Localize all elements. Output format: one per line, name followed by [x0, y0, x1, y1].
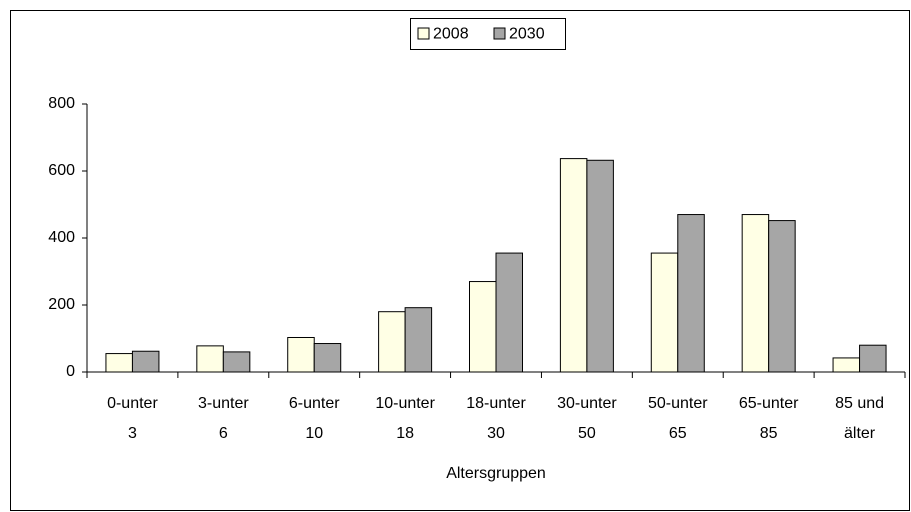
- x-tick-label-line: 50: [578, 425, 596, 442]
- bar: [741, 214, 770, 373]
- x-axis-title: Altersgruppen: [446, 465, 546, 482]
- x-tick-label-line: älter: [844, 425, 876, 442]
- x-tick-label: 10-unter 18: [375, 395, 435, 442]
- y-tick-label: 0: [66, 363, 75, 380]
- x-tick-label-line: 18: [396, 425, 414, 442]
- x-tick-label-line: 18-unter: [466, 395, 526, 412]
- legend-swatch: [417, 27, 430, 40]
- x-tick-label-line: 50-unter: [648, 395, 708, 412]
- bar: [495, 252, 523, 373]
- bar: [313, 343, 342, 373]
- bar: [677, 214, 705, 373]
- x-tick-label: 18-unter 30: [466, 395, 526, 442]
- x-tick-label: 0-unter 3: [107, 395, 158, 442]
- x-tick-label-line: 65: [669, 425, 687, 442]
- legend: 2008 2030: [410, 18, 566, 50]
- legend-label: 2030: [509, 26, 545, 43]
- legend-box: [410, 18, 566, 50]
- x-tick-label-line: 10: [305, 425, 323, 442]
- bar: [469, 281, 497, 373]
- y-tick-label: 200: [48, 296, 75, 313]
- bar: [650, 252, 679, 373]
- y-tick-label: 400: [48, 229, 75, 246]
- y-tick-label: 800: [48, 95, 75, 112]
- x-tick-label-line: 0-unter: [107, 395, 158, 412]
- bar: [559, 158, 588, 373]
- bar: [768, 220, 796, 373]
- x-tick-label: 85 und älter: [835, 395, 884, 442]
- x-tick-label-line: 6-unter: [289, 395, 340, 412]
- legend-label: 2008: [433, 26, 469, 43]
- bar: [404, 307, 433, 373]
- x-tick-label-line: 10-unter: [375, 395, 435, 412]
- x-tick-label: 3-unter 6: [198, 395, 249, 442]
- x-tick-label-line: 30: [487, 425, 505, 442]
- x-tick-label-line: 85: [760, 425, 778, 442]
- bar: [287, 336, 315, 373]
- bar: [586, 159, 614, 373]
- x-tick-label-line: 85 und: [835, 395, 884, 412]
- bar: [378, 311, 406, 373]
- x-tick-label-line: 6: [219, 425, 228, 442]
- x-tick-label: 65-unter 85: [739, 395, 799, 442]
- x-tick-label-line: 3-unter: [198, 395, 249, 412]
- x-tick-label-line: 3: [128, 425, 137, 442]
- legend-swatch: [493, 27, 506, 40]
- x-tick-label-line: 30-unter: [557, 395, 617, 412]
- bar: [105, 353, 133, 373]
- y-tick-label: 600: [48, 162, 75, 179]
- x-tick-label-line: 65-unter: [739, 395, 799, 412]
- bar: [859, 344, 887, 373]
- x-tick-label: 30-unter 50: [557, 395, 617, 442]
- bar: [131, 350, 160, 373]
- bar: [196, 345, 224, 373]
- x-tick-label: 6-unter 10: [289, 395, 340, 442]
- x-tick-label: 50-unter 65: [648, 395, 708, 442]
- bar: [222, 351, 251, 373]
- bar: [832, 357, 861, 373]
